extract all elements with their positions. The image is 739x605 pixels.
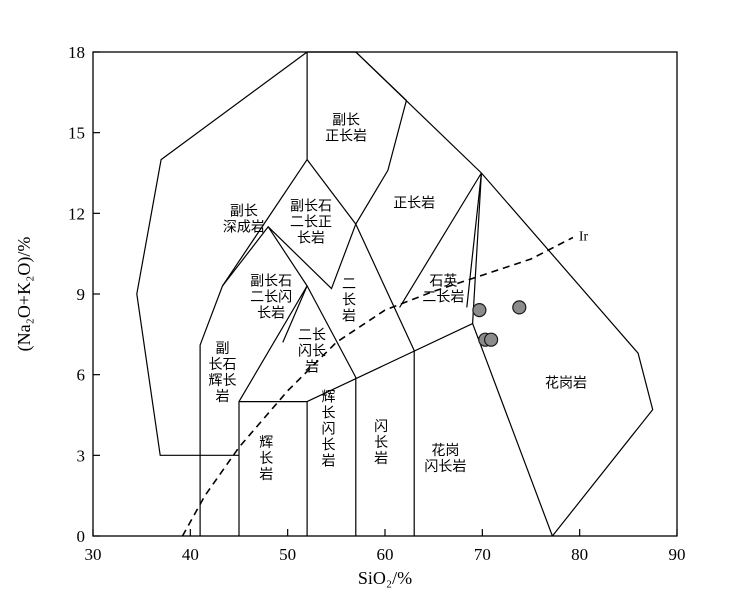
y-axis-title: (Na₂O+K₂O)/% <box>14 237 35 352</box>
field-label-foid-plutonite: 副长深成岩 <box>223 204 265 236</box>
x-tick-label: 60 <box>377 545 394 564</box>
field-label-line: 副长 <box>230 204 258 220</box>
x-axis-title: SiO₂/% <box>358 568 412 588</box>
field-boundary-5 <box>238 226 308 536</box>
field-boundary-14 <box>239 401 308 536</box>
field-boundary-12 <box>306 322 553 537</box>
field-label-line: 二长正 <box>290 214 332 230</box>
y-tick-label: 15 <box>68 124 85 143</box>
x-tick-label: 50 <box>279 545 296 564</box>
field-label-line: 二 <box>342 276 356 292</box>
field-boundaries <box>136 51 654 537</box>
field-label-line: 岩 <box>305 360 319 376</box>
field-label-monzodiorite: 二长闪长岩 <box>298 328 326 376</box>
field-label-foid-gabbro: 副长石辉长岩 <box>208 341 236 405</box>
y-axis-ticks: 0 3 6 9 12 15 18 <box>68 43 100 546</box>
field-label-line: 副 <box>215 341 229 357</box>
field-label-line: 长岩 <box>257 306 285 322</box>
x-tick-label: 40 <box>182 545 199 564</box>
x-tick-label: 80 <box>571 545 588 564</box>
field-boundary-9 <box>355 51 408 225</box>
field-label-quartz-monzonite: 石英二长岩 <box>422 273 464 306</box>
y-tick-label: 12 <box>68 204 85 223</box>
field-label-line: 二长闪 <box>250 290 292 306</box>
field-label-gabbro: 辉长岩 <box>259 435 273 483</box>
y-tick-label: 3 <box>77 446 86 465</box>
field-label-line: 花岗 <box>431 443 459 459</box>
field-label-line: 长 <box>342 292 356 308</box>
field-label-line: 闪长 <box>298 344 326 360</box>
field-label-line: 岩 <box>342 308 356 324</box>
field-label-syenite: 正长岩 <box>393 196 435 212</box>
field-label-line: 闪 <box>374 419 388 435</box>
field-label-monzogabbro: 辉长闪长岩 <box>322 389 336 469</box>
field-label-line: 副长 <box>332 112 360 128</box>
field-label-line: 辉长 <box>208 373 236 389</box>
sample-points <box>472 300 527 347</box>
field-label-line: 正长岩 <box>393 196 435 212</box>
field-label-line: 深成岩 <box>223 220 265 236</box>
ir-line-label: Ir <box>579 230 589 245</box>
field-boundary-8 <box>355 223 415 536</box>
field-boundary-11 <box>466 172 482 308</box>
field-label-line: 长 <box>374 435 388 451</box>
field-label-line: 闪 <box>322 421 336 437</box>
field-label-line: 闪长岩 <box>424 459 466 475</box>
field-label-line: 长 <box>322 437 336 453</box>
field-label-line: 副长石 <box>290 198 332 214</box>
sample-point-3 <box>484 332 499 347</box>
field-label-line: 花岗岩 <box>545 376 587 392</box>
field-label-line: 长石 <box>208 357 236 373</box>
field-label-foid-monzodiorite: 副长石二长闪长岩 <box>250 274 292 322</box>
field-boundary-13 <box>136 51 308 456</box>
field-label-diorite: 闪长岩 <box>374 419 388 467</box>
x-axis-ticks: 30 40 50 60 70 80 90 <box>85 529 686 564</box>
field-label-line: 长 <box>259 451 273 467</box>
field-label-line: 长 <box>322 405 336 421</box>
field-label-foid-syenite: 副长正长岩 <box>325 112 367 144</box>
field-label-line: 辉 <box>259 435 273 451</box>
field-label-line: 二长 <box>298 328 326 344</box>
sample-point-1 <box>512 300 527 315</box>
x-tick-label: 90 <box>669 545 686 564</box>
field-label-line: 辉 <box>322 389 336 405</box>
field-label-line: 长岩 <box>297 230 325 246</box>
field-label-line: 二长岩 <box>422 290 464 306</box>
y-tick-label: 6 <box>77 366 86 385</box>
field-boundary-2 <box>199 159 308 536</box>
field-label-line: 岩 <box>215 389 229 405</box>
field-label-granodiorite: 花岗闪长岩 <box>424 443 466 475</box>
ir-dividing-line <box>181 236 574 537</box>
field-boundary-6 <box>282 285 308 343</box>
field-boundary-7 <box>306 285 357 536</box>
y-tick-label: 9 <box>77 285 86 304</box>
field-label-line: 岩 <box>374 451 388 467</box>
field-labels: 副长深成岩副长正长岩副长石二长正长岩正长岩副长石二长闪长岩二长岩石英二长岩二长闪… <box>208 112 587 483</box>
field-label-monzonite: 二长岩 <box>342 276 356 324</box>
field-label-line: 岩 <box>259 467 273 483</box>
field-label-foid-monzosyenite: 副长石二长正长岩 <box>290 198 332 246</box>
field-label-line: 石英 <box>429 273 457 290</box>
y-tick-label: 18 <box>68 43 85 62</box>
field-label-line: 正长岩 <box>325 128 367 144</box>
field-label-line: 副长石 <box>250 274 292 290</box>
field-boundary-4 <box>222 223 357 290</box>
x-tick-label: 70 <box>474 545 491 564</box>
sample-point-0 <box>472 303 487 318</box>
field-label-granite: 花岗岩 <box>545 376 587 392</box>
x-tick-label: 30 <box>85 545 102 564</box>
y-tick-label: 0 <box>77 527 86 546</box>
field-boundary-3 <box>306 159 357 225</box>
field-label-line: 岩 <box>322 453 336 469</box>
